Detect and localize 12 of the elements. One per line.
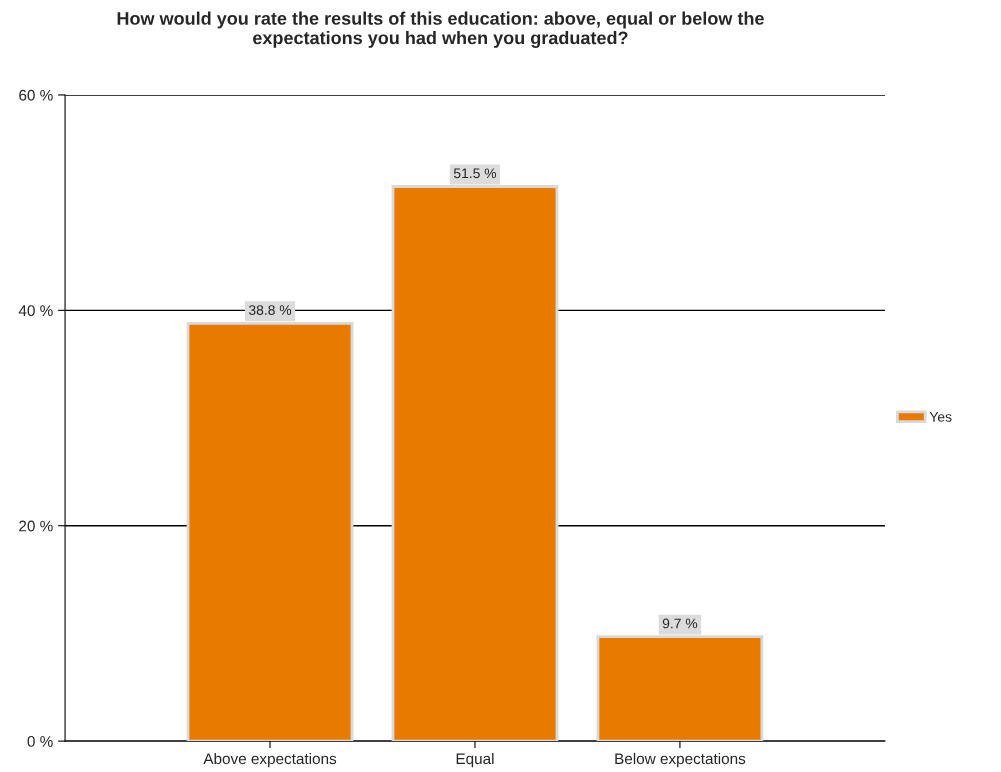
y-tick-label: 60 % [19, 89, 53, 101]
data-label: 51.5 % [453, 168, 497, 179]
chart-title: How would you rate the results of this education: above, equal or below the expectations you had when you graduated? [117, 11, 764, 48]
y-tick-label: 20 % [19, 520, 53, 532]
x-tick-label: Above expectations [203, 752, 337, 768]
data-label: 9.7 % [662, 618, 698, 629]
y-tick-label: 0 % [27, 735, 53, 747]
x-tick-label: Below expectations [615, 752, 746, 768]
x-tick-label: Equal [456, 752, 494, 768]
legend-label: Yes [929, 412, 952, 422]
y-tick-label: 40 % [18, 305, 53, 317]
data-label: 38.8 % [248, 305, 292, 315]
